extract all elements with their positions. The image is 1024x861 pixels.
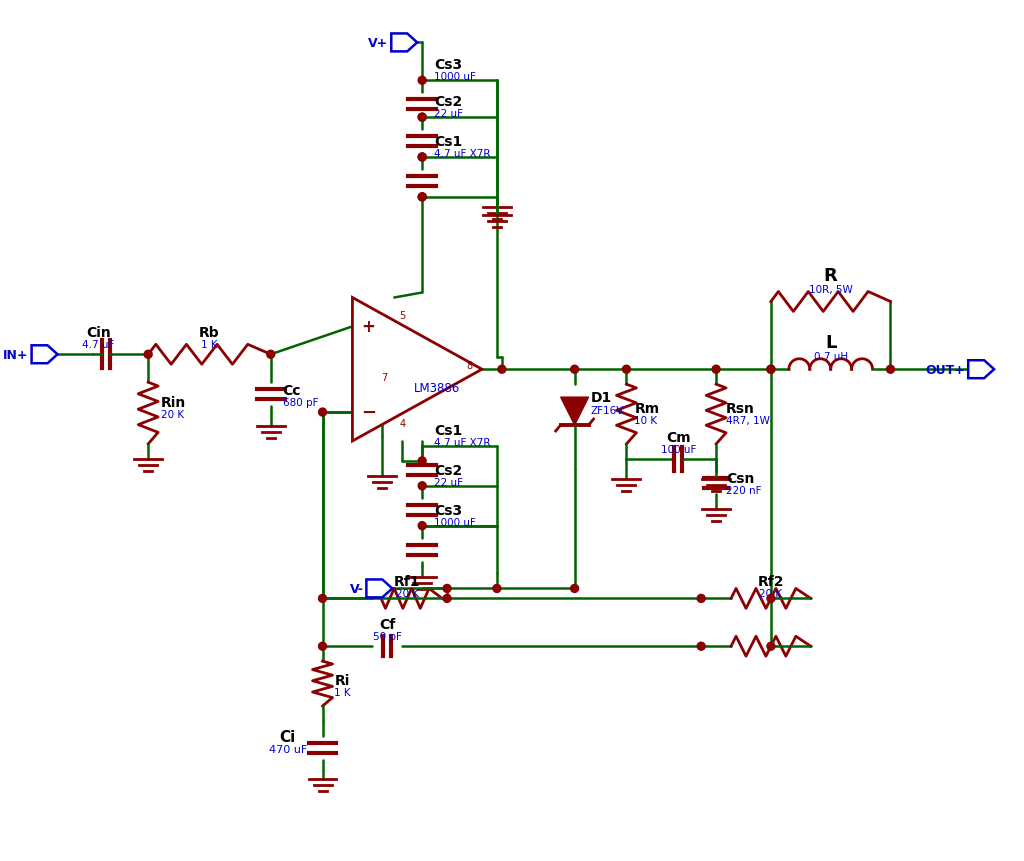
Text: 4: 4 bbox=[399, 418, 406, 429]
Text: 1000 uF: 1000 uF bbox=[434, 517, 476, 527]
Text: 1 K: 1 K bbox=[335, 687, 351, 697]
Circle shape bbox=[418, 194, 426, 201]
Text: 0.7 uH: 0.7 uH bbox=[814, 352, 848, 362]
Text: Rf2: Rf2 bbox=[758, 575, 784, 589]
Circle shape bbox=[767, 366, 775, 374]
Text: 10 K: 10 K bbox=[635, 416, 657, 425]
Text: V-: V- bbox=[349, 582, 364, 595]
Circle shape bbox=[443, 595, 452, 603]
Polygon shape bbox=[32, 346, 57, 364]
Text: 22 uF: 22 uF bbox=[434, 109, 463, 119]
Text: Rsn: Rsn bbox=[726, 401, 755, 416]
Text: 100 uF: 100 uF bbox=[660, 444, 696, 455]
Circle shape bbox=[266, 351, 274, 359]
Text: 470 uF: 470 uF bbox=[268, 744, 307, 754]
Circle shape bbox=[493, 585, 501, 592]
Text: Rm: Rm bbox=[635, 401, 659, 416]
Circle shape bbox=[418, 77, 426, 85]
Circle shape bbox=[418, 457, 426, 465]
Text: Rb: Rb bbox=[199, 326, 219, 340]
Text: 1000 uF: 1000 uF bbox=[434, 72, 476, 82]
Text: Cm: Cm bbox=[666, 430, 690, 444]
Text: +: + bbox=[361, 318, 376, 336]
Circle shape bbox=[570, 585, 579, 592]
Polygon shape bbox=[561, 398, 589, 425]
Circle shape bbox=[418, 522, 426, 530]
Text: 22 uF: 22 uF bbox=[434, 477, 463, 487]
Text: R: R bbox=[824, 266, 838, 284]
Text: 4R7, 1W: 4R7, 1W bbox=[726, 416, 770, 425]
Text: 4.7 uF: 4.7 uF bbox=[82, 340, 115, 350]
Circle shape bbox=[767, 366, 775, 374]
Text: 20 K: 20 K bbox=[161, 410, 184, 419]
Circle shape bbox=[443, 585, 452, 592]
Text: Cs2: Cs2 bbox=[434, 95, 463, 109]
Circle shape bbox=[318, 409, 327, 417]
Polygon shape bbox=[352, 298, 482, 442]
Text: Cs2: Cs2 bbox=[434, 463, 463, 477]
Text: 50 pF: 50 pF bbox=[373, 631, 401, 641]
Text: ZF16V: ZF16V bbox=[591, 406, 624, 416]
Text: 1 K: 1 K bbox=[201, 340, 217, 350]
Text: 20 K: 20 K bbox=[760, 589, 782, 598]
Circle shape bbox=[418, 114, 426, 122]
Circle shape bbox=[498, 366, 506, 374]
Text: 4.7 uF X7R: 4.7 uF X7R bbox=[434, 437, 490, 448]
Text: 10R, 5W: 10R, 5W bbox=[809, 284, 853, 294]
Text: L: L bbox=[825, 334, 837, 352]
Circle shape bbox=[767, 642, 775, 650]
Circle shape bbox=[697, 595, 706, 603]
Text: 5: 5 bbox=[399, 311, 406, 321]
Text: Cc: Cc bbox=[283, 384, 301, 398]
Circle shape bbox=[570, 366, 579, 374]
Text: Csn: Csn bbox=[726, 471, 755, 486]
Circle shape bbox=[623, 366, 631, 374]
Text: V+: V+ bbox=[368, 37, 388, 50]
Polygon shape bbox=[969, 361, 994, 379]
Circle shape bbox=[418, 482, 426, 490]
Text: OUT+: OUT+ bbox=[926, 363, 966, 376]
Text: 8: 8 bbox=[466, 361, 472, 371]
Text: Cs3: Cs3 bbox=[434, 59, 462, 72]
Text: Rf1: Rf1 bbox=[394, 575, 421, 589]
Text: Cf: Cf bbox=[379, 617, 395, 632]
Circle shape bbox=[318, 642, 327, 650]
Text: Cs1: Cs1 bbox=[434, 424, 463, 437]
Text: 220 nF: 220 nF bbox=[726, 486, 762, 495]
Text: D1: D1 bbox=[591, 391, 611, 405]
Circle shape bbox=[697, 642, 706, 650]
Text: 7: 7 bbox=[381, 373, 387, 383]
Text: 20 K: 20 K bbox=[395, 589, 419, 598]
Circle shape bbox=[887, 366, 895, 374]
Text: 680 pF: 680 pF bbox=[283, 398, 318, 407]
Text: LM3886: LM3886 bbox=[414, 381, 460, 394]
Text: Rin: Rin bbox=[161, 395, 186, 410]
Circle shape bbox=[144, 351, 153, 359]
Circle shape bbox=[767, 595, 775, 603]
Circle shape bbox=[418, 194, 426, 201]
Text: Ci: Ci bbox=[280, 729, 296, 744]
Text: Cs1: Cs1 bbox=[434, 135, 463, 149]
Text: Ri: Ri bbox=[335, 673, 350, 687]
Text: IN+: IN+ bbox=[3, 349, 29, 362]
Text: −: − bbox=[360, 404, 376, 422]
Text: 4.7 uF X7R: 4.7 uF X7R bbox=[434, 149, 490, 158]
Polygon shape bbox=[367, 579, 392, 598]
Text: Cs3: Cs3 bbox=[434, 503, 462, 517]
Text: Cin: Cin bbox=[86, 326, 111, 340]
Circle shape bbox=[712, 366, 720, 374]
Circle shape bbox=[418, 114, 426, 122]
Circle shape bbox=[318, 595, 327, 603]
Polygon shape bbox=[391, 34, 417, 53]
Circle shape bbox=[418, 154, 426, 162]
Circle shape bbox=[418, 154, 426, 162]
